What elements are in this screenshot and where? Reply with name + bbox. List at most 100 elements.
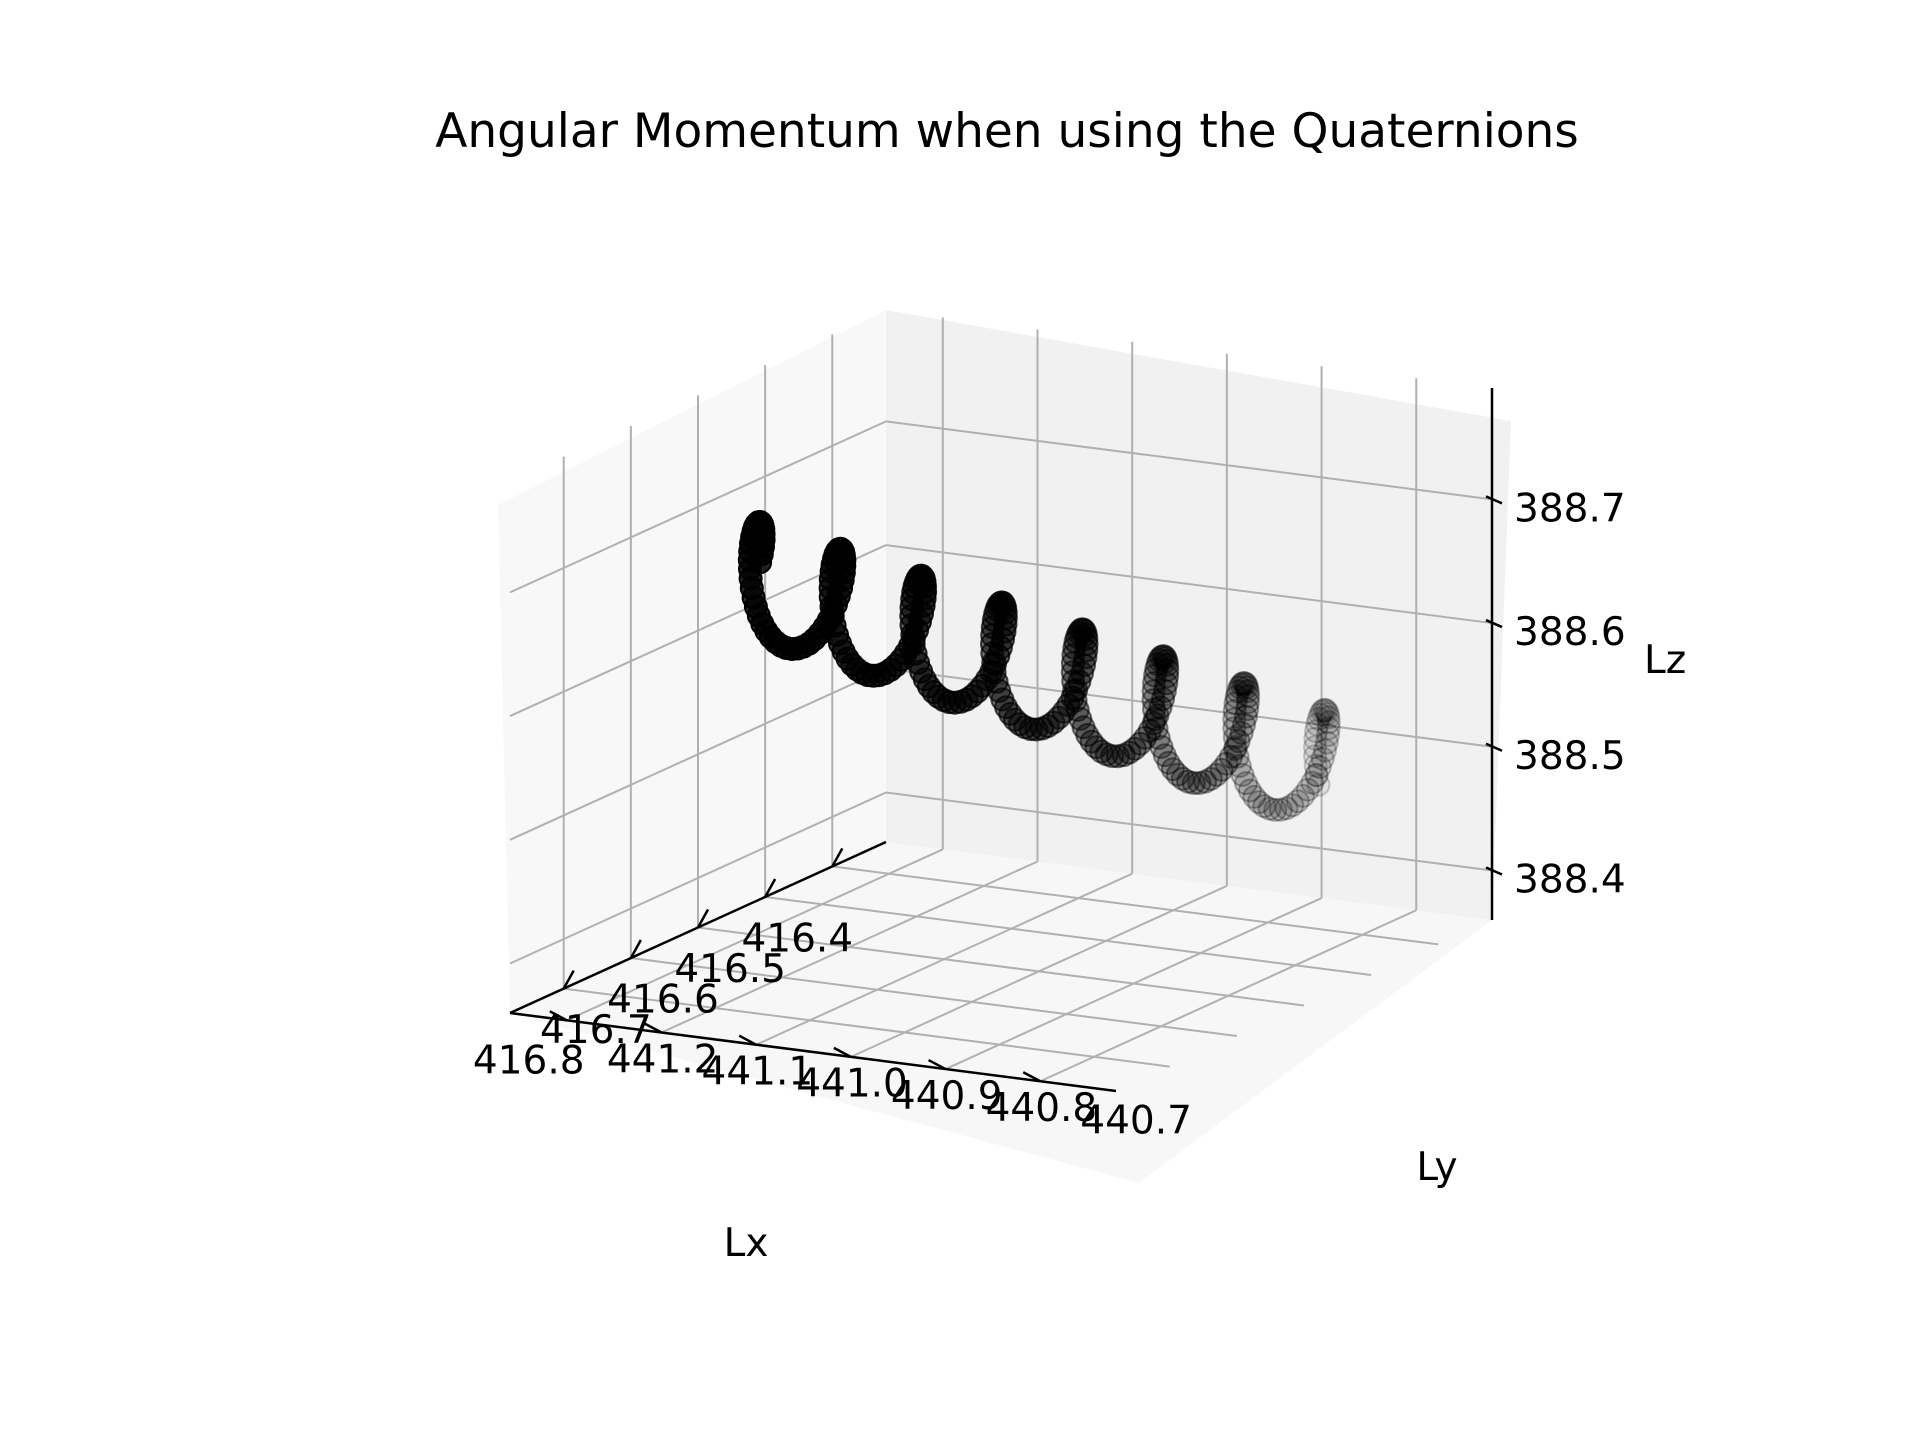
x-tick-label: 416.4: [741, 916, 853, 961]
data-point: [1308, 702, 1333, 727]
data-point: [901, 632, 926, 657]
data-point: [1198, 766, 1223, 791]
gridline-z-back: [885, 420, 1493, 501]
data-point: [1142, 697, 1166, 722]
data-point: [1181, 771, 1206, 795]
data-point: [1153, 645, 1178, 670]
data-point: [1300, 770, 1325, 795]
x-tick: [831, 847, 844, 868]
data-point: [1142, 671, 1167, 695]
gridline-y-floor: [850, 884, 1228, 1058]
data-point: [1222, 707, 1247, 732]
data-point: [1242, 784, 1267, 809]
data-point: [1233, 704, 1258, 729]
data-point: [1237, 778, 1262, 803]
data-point: [1146, 726, 1171, 750]
gridline-y-floor: [661, 860, 1038, 1034]
data-point: [1303, 744, 1328, 769]
z-axis-label: Lz: [1644, 638, 1686, 683]
data-point: [1219, 744, 1243, 769]
data-point: [1303, 753, 1328, 778]
data-point: [1145, 652, 1170, 676]
x-tick-label: 416.8: [473, 1039, 585, 1084]
data-point: [1170, 766, 1195, 791]
x-tick: [696, 908, 710, 929]
gridline-y-floor: [755, 872, 1133, 1046]
gridline-z-left: [509, 791, 887, 965]
data-point: [1187, 771, 1212, 795]
y-tick-label: 440.9: [891, 1074, 1003, 1119]
data-point: [1141, 688, 1166, 713]
data-point: [1305, 712, 1330, 737]
data-point: [1222, 716, 1247, 741]
data-point: [1143, 663, 1167, 688]
data-point: [1306, 772, 1331, 797]
data-point: [1062, 678, 1087, 703]
chart-title: Angular Momentum when using the Quaterni…: [435, 104, 1579, 159]
data-point: [1229, 721, 1254, 745]
data-point: [1143, 707, 1167, 731]
data-point: [1268, 797, 1293, 822]
data-point: [1315, 701, 1340, 726]
data-point: [1214, 751, 1239, 776]
data-point: [1235, 697, 1260, 722]
data-point: [1224, 684, 1249, 709]
data-point: [1155, 658, 1180, 683]
gridline-y-floor: [1039, 909, 1417, 1083]
data-point: [1295, 777, 1320, 802]
gridline-x-floor: [765, 895, 1372, 976]
z-tick: [1485, 742, 1503, 752]
y-axis-line: [509, 1011, 1117, 1093]
data-point: [1152, 743, 1177, 768]
axes-panes: [498, 310, 1511, 1183]
gridline-z-left: [509, 667, 887, 841]
y-axis-label: Ly: [1416, 1145, 1457, 1190]
data-point: [1316, 716, 1341, 741]
y-tick: [833, 1046, 852, 1058]
data-point: [1193, 769, 1218, 794]
y-tick-label: 441.2: [607, 1037, 719, 1082]
gridline-y-floor: [945, 897, 1322, 1070]
floor-pane: [510, 842, 1492, 1183]
data-point: [1144, 716, 1169, 741]
data-point: [1263, 797, 1288, 822]
data-point: [1230, 762, 1255, 787]
data-point: [1148, 645, 1173, 670]
z-tick: [1485, 495, 1503, 505]
data-point: [1147, 648, 1172, 672]
y-tick: [549, 1010, 568, 1022]
data-point: [1311, 698, 1336, 722]
data-point: [1316, 723, 1340, 748]
data-point: [1222, 698, 1247, 723]
gridline-z-back: [885, 544, 1493, 625]
x-tick-label: 416.6: [607, 978, 719, 1023]
data-point: [1232, 712, 1256, 737]
data-point: [1223, 737, 1247, 762]
data-point: [1154, 671, 1179, 696]
z-tick-label: 388.5: [1514, 734, 1626, 779]
data-point: [1314, 730, 1339, 755]
data-point: [822, 613, 847, 638]
y-tick-label: 441.1: [702, 1050, 814, 1095]
data-points: [737, 510, 1341, 822]
data-point: [1232, 671, 1257, 696]
data-point: [1306, 706, 1331, 731]
data-point: [1285, 789, 1310, 814]
z-tick: [1485, 866, 1503, 876]
data-point: [1061, 669, 1086, 694]
y-tick-label: 441.0: [796, 1062, 908, 1107]
data-point: [1304, 763, 1329, 788]
data-point: [1176, 769, 1201, 794]
data-point: [1061, 643, 1086, 668]
gridline-x-floor: [630, 957, 1237, 1038]
x-tick: [764, 878, 777, 898]
data-point: [1152, 644, 1177, 669]
z-tick: [1485, 618, 1503, 629]
y-tick-label: 440.8: [986, 1086, 1098, 1131]
data-point: [998, 701, 1023, 726]
back-pane: [886, 310, 1511, 920]
data-point: [1065, 697, 1090, 722]
data-point: [1307, 755, 1332, 779]
